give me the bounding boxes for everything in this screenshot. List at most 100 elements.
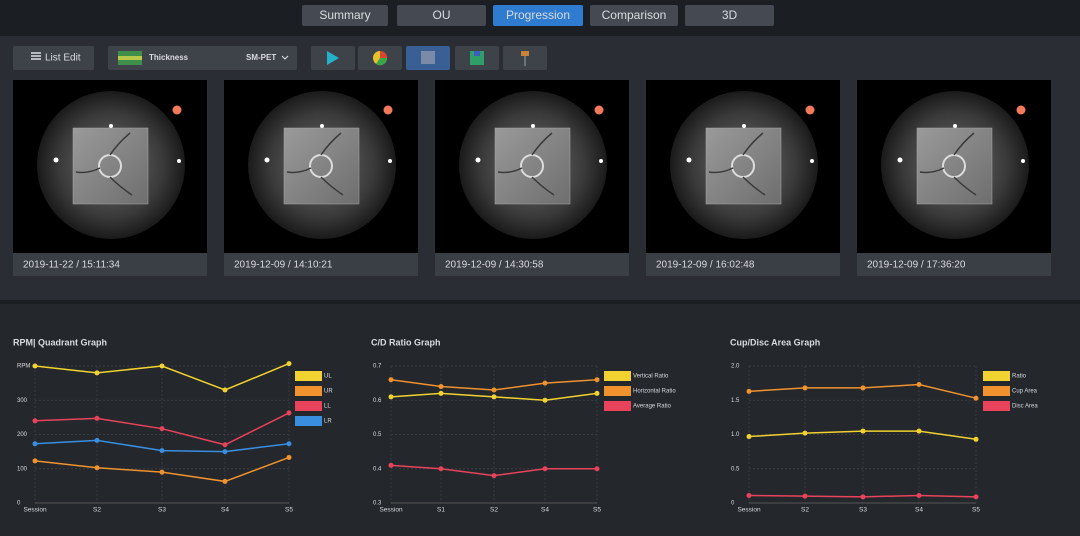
data-point	[916, 428, 922, 434]
legend-swatch	[295, 371, 322, 381]
scan-square	[494, 127, 571, 205]
timestamp[interactable]: 2019-12-09 / 17:36:20	[867, 260, 966, 271]
legend-swatch	[983, 371, 1010, 381]
x-tick-label: S1	[437, 507, 445, 514]
scan-square	[283, 127, 360, 205]
caption-bar	[857, 253, 1051, 276]
legend-swatch	[604, 401, 631, 411]
list-edit-label[interactable]: List Edit	[45, 53, 81, 64]
tab-label[interactable]: OU	[433, 8, 451, 22]
data-point	[594, 390, 600, 396]
dropdown-arrow	[281, 55, 289, 60]
tab-label[interactable]: Progression	[506, 8, 570, 22]
data-point	[491, 387, 497, 393]
data-point	[94, 465, 100, 471]
marker-dot	[177, 159, 181, 163]
y-tick-label: 1.5	[731, 398, 740, 404]
data-point	[491, 394, 497, 400]
marker-dot	[1021, 159, 1025, 163]
graph-panel	[0, 304, 1080, 536]
status-dot	[383, 105, 393, 115]
play-icon	[327, 51, 339, 65]
data-point	[973, 494, 979, 500]
pin-icon	[521, 51, 529, 56]
data-point	[973, 436, 979, 442]
legend-swatch	[295, 401, 322, 411]
timestamp[interactable]: 2019-11-22 / 15:11:34	[23, 260, 120, 271]
legend-label: Vertical Ratio	[633, 374, 669, 380]
timestamp[interactable]: 2019-12-09 / 14:10:21	[234, 260, 333, 271]
vessel	[75, 132, 133, 196]
legend-label: UL	[324, 374, 332, 380]
marker-dot	[320, 124, 324, 128]
data-point	[222, 478, 228, 484]
data-point	[159, 469, 165, 475]
y-tick-label: 0.6	[373, 398, 382, 404]
vessel	[497, 132, 555, 196]
tab-label[interactable]: Summary	[319, 8, 370, 22]
data-point	[746, 492, 752, 498]
list-edit-button[interactable]	[13, 46, 94, 70]
marker-dot	[53, 157, 59, 163]
tab[interactable]	[493, 5, 583, 26]
y-tick-label: 0.4	[373, 466, 382, 472]
data-point	[388, 462, 394, 468]
chart-title: Cup/Disc Area Graph	[730, 337, 820, 347]
vessel	[286, 132, 344, 196]
legend-label: Horizontal Ratio	[633, 389, 676, 395]
timestamp[interactable]: 2019-12-09 / 14:30:58	[445, 260, 544, 271]
marker-dot	[599, 159, 603, 163]
data-point	[973, 395, 979, 401]
scan-square	[916, 127, 993, 205]
layer-dropdown[interactable]	[108, 46, 297, 70]
y-axis-label: RPM	[17, 364, 30, 370]
y-tick-label: 0	[731, 501, 735, 507]
caption-bar	[224, 253, 418, 276]
x-tick-label: S5	[593, 507, 601, 514]
legend-swatch	[604, 386, 631, 396]
data-point	[32, 363, 38, 369]
data-point	[746, 434, 752, 440]
y-tick-label: 1.0	[731, 432, 740, 438]
data-point	[594, 466, 600, 472]
tab[interactable]	[685, 5, 774, 26]
legend-swatch	[604, 371, 631, 381]
x-tick-label: S4	[541, 507, 549, 514]
legend-swatch	[983, 386, 1010, 396]
data-point	[94, 415, 100, 421]
legend-label: Average Ratio	[633, 404, 672, 410]
marker-dot	[388, 159, 392, 163]
y-tick-label: 0.3	[373, 501, 382, 507]
device-label[interactable]: SM-PET	[246, 53, 276, 62]
data-point	[802, 493, 808, 499]
data-point	[159, 448, 165, 454]
data-point	[286, 361, 292, 367]
timestamp[interactable]: 2019-12-09 / 16:02:48	[656, 260, 755, 271]
x-tick-label: S2	[490, 507, 498, 514]
data-point	[746, 388, 752, 394]
data-point	[916, 381, 922, 387]
data-point	[159, 363, 165, 369]
pie-icon-slice	[380, 51, 387, 58]
data-point	[491, 473, 497, 479]
tab[interactable]	[590, 5, 678, 26]
data-point	[94, 370, 100, 376]
marker-dot	[810, 159, 814, 163]
y-tick-label: 100	[17, 466, 28, 472]
data-point	[286, 410, 292, 416]
tab-label[interactable]: Comparison	[602, 8, 667, 22]
marker-dot	[742, 124, 746, 128]
data-point	[222, 387, 228, 393]
data-point	[542, 397, 548, 403]
tab[interactable]	[302, 5, 388, 26]
data-point	[388, 394, 394, 400]
y-tick-label: 2.0	[731, 364, 740, 370]
caption-bar	[435, 253, 629, 276]
y-tick-label: 0.5	[731, 466, 740, 472]
tab-label[interactable]: 3D	[722, 8, 738, 22]
layer-label[interactable]: Thickness	[149, 53, 189, 62]
caption-bar	[13, 253, 207, 276]
tab[interactable]	[397, 5, 486, 26]
x-tick-label: S4	[915, 507, 923, 514]
data-point	[860, 494, 866, 500]
